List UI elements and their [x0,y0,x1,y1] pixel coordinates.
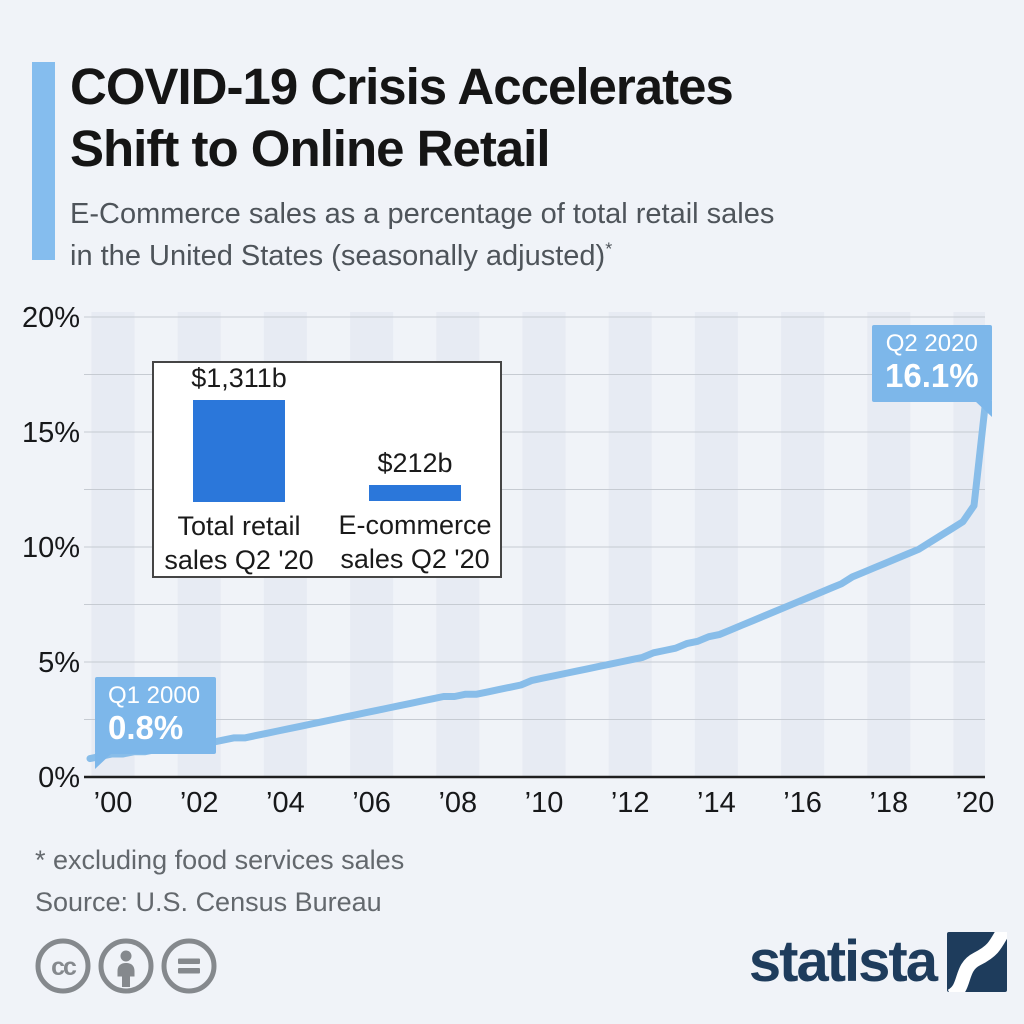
bar-zone: $1,311b [191,363,287,502]
x-axis-label: ’00 [94,787,133,819]
y-axis-label: 5% [38,647,80,679]
license-icons: cc [33,936,219,996]
x-axis-label: ’08 [438,787,477,819]
statista-wordmark: statista [748,929,938,994]
title-accent-bar [32,62,55,260]
inset-bar-chart: $1,311b Total retail sales Q2 '20 $212b E… [152,361,502,578]
page-title: COVID-19 Crisis Accelerates Shift to Onli… [70,56,970,180]
x-axis-label: ’14 [697,787,736,819]
title-line-1: COVID-19 Crisis Accelerates [70,58,734,115]
y-axis-label: 0% [38,762,80,794]
bar-category-label: E-commerce sales Q2 '20 [338,508,491,576]
x-axis-label: ’10 [525,787,564,819]
plot-band [781,312,825,777]
callout-value-label: 16.1% [885,356,979,394]
x-axis-label: ’20 [956,787,995,819]
subtitle-line-1: E-Commerce sales as a percentage of tota… [70,198,775,230]
callout-period-label: Q1 2000 [108,682,201,709]
ecommerce-bar [369,484,461,501]
attribution-icon [98,938,154,994]
inset-column-ecommerce: $212b E-commerce sales Q2 '20 [338,363,491,576]
source-text: Source: U.S. Census Bureau [35,887,382,918]
x-axis-label: ’04 [266,787,305,819]
callout-period-label: Q2 2020 [885,330,978,357]
x-axis-label: ’02 [180,787,219,819]
y-axis-label: 15% [22,417,80,449]
plot-band [608,312,652,777]
plot-band [522,312,566,777]
cc-icon: cc [35,938,91,994]
footnote-text: * excluding food services sales [35,845,405,875]
bar-value-label: $212b [377,447,453,478]
callout-value-label: 0.8% [108,708,184,746]
title-line-2: Shift to Online Retail [70,120,551,178]
category-line: Total retail [177,511,301,541]
no-derivatives-icon [161,938,217,994]
trend-line [86,403,989,763]
category-line: sales Q2 '20 [164,545,314,576]
bar-zone: $212b [369,363,461,501]
subtitle-line-2: in the United States (seasonally adjuste… [70,239,606,272]
x-axis-label: ’16 [783,787,822,819]
chart-subtitle: E-Commerce sales as a percentage of tota… [70,194,970,278]
footnote-marker: * [605,238,613,259]
callout-q2-2020: Q2 2020 16.1% [872,325,992,417]
callout-q1-2000: Q1 2000 0.8% [95,677,217,769]
category-line: E-commerce [338,509,492,540]
bar-category-label: Total retail sales Q2 '20 [164,509,313,577]
inset-column-total-retail: $1,311b Total retail sales Q2 '20 [164,363,314,576]
plot-band [694,312,738,777]
x-axis-label: ’18 [869,787,908,819]
x-axis-label: ’12 [611,787,650,819]
footnote-block: * excluding food services sales Source: … [35,842,404,927]
line-chart-area: 0% 5% 10% 15% 20% ’00 ’02 ’04 ’06 ’08 ’10 ’12 ’14 ’16… [0,300,1024,840]
x-axis-label: ’06 [352,787,391,819]
cc-glyph: cc [51,953,77,981]
bar-value-label: $1,311b [191,363,287,393]
category-line: sales Q2 '20 [340,543,490,574]
statista-brand: statista [749,932,1007,992]
y-axis-label: 20% [22,302,80,334]
statista-logo-mark [947,932,1007,992]
total-retail-bar [192,400,285,502]
y-axis-label: 10% [22,532,80,564]
